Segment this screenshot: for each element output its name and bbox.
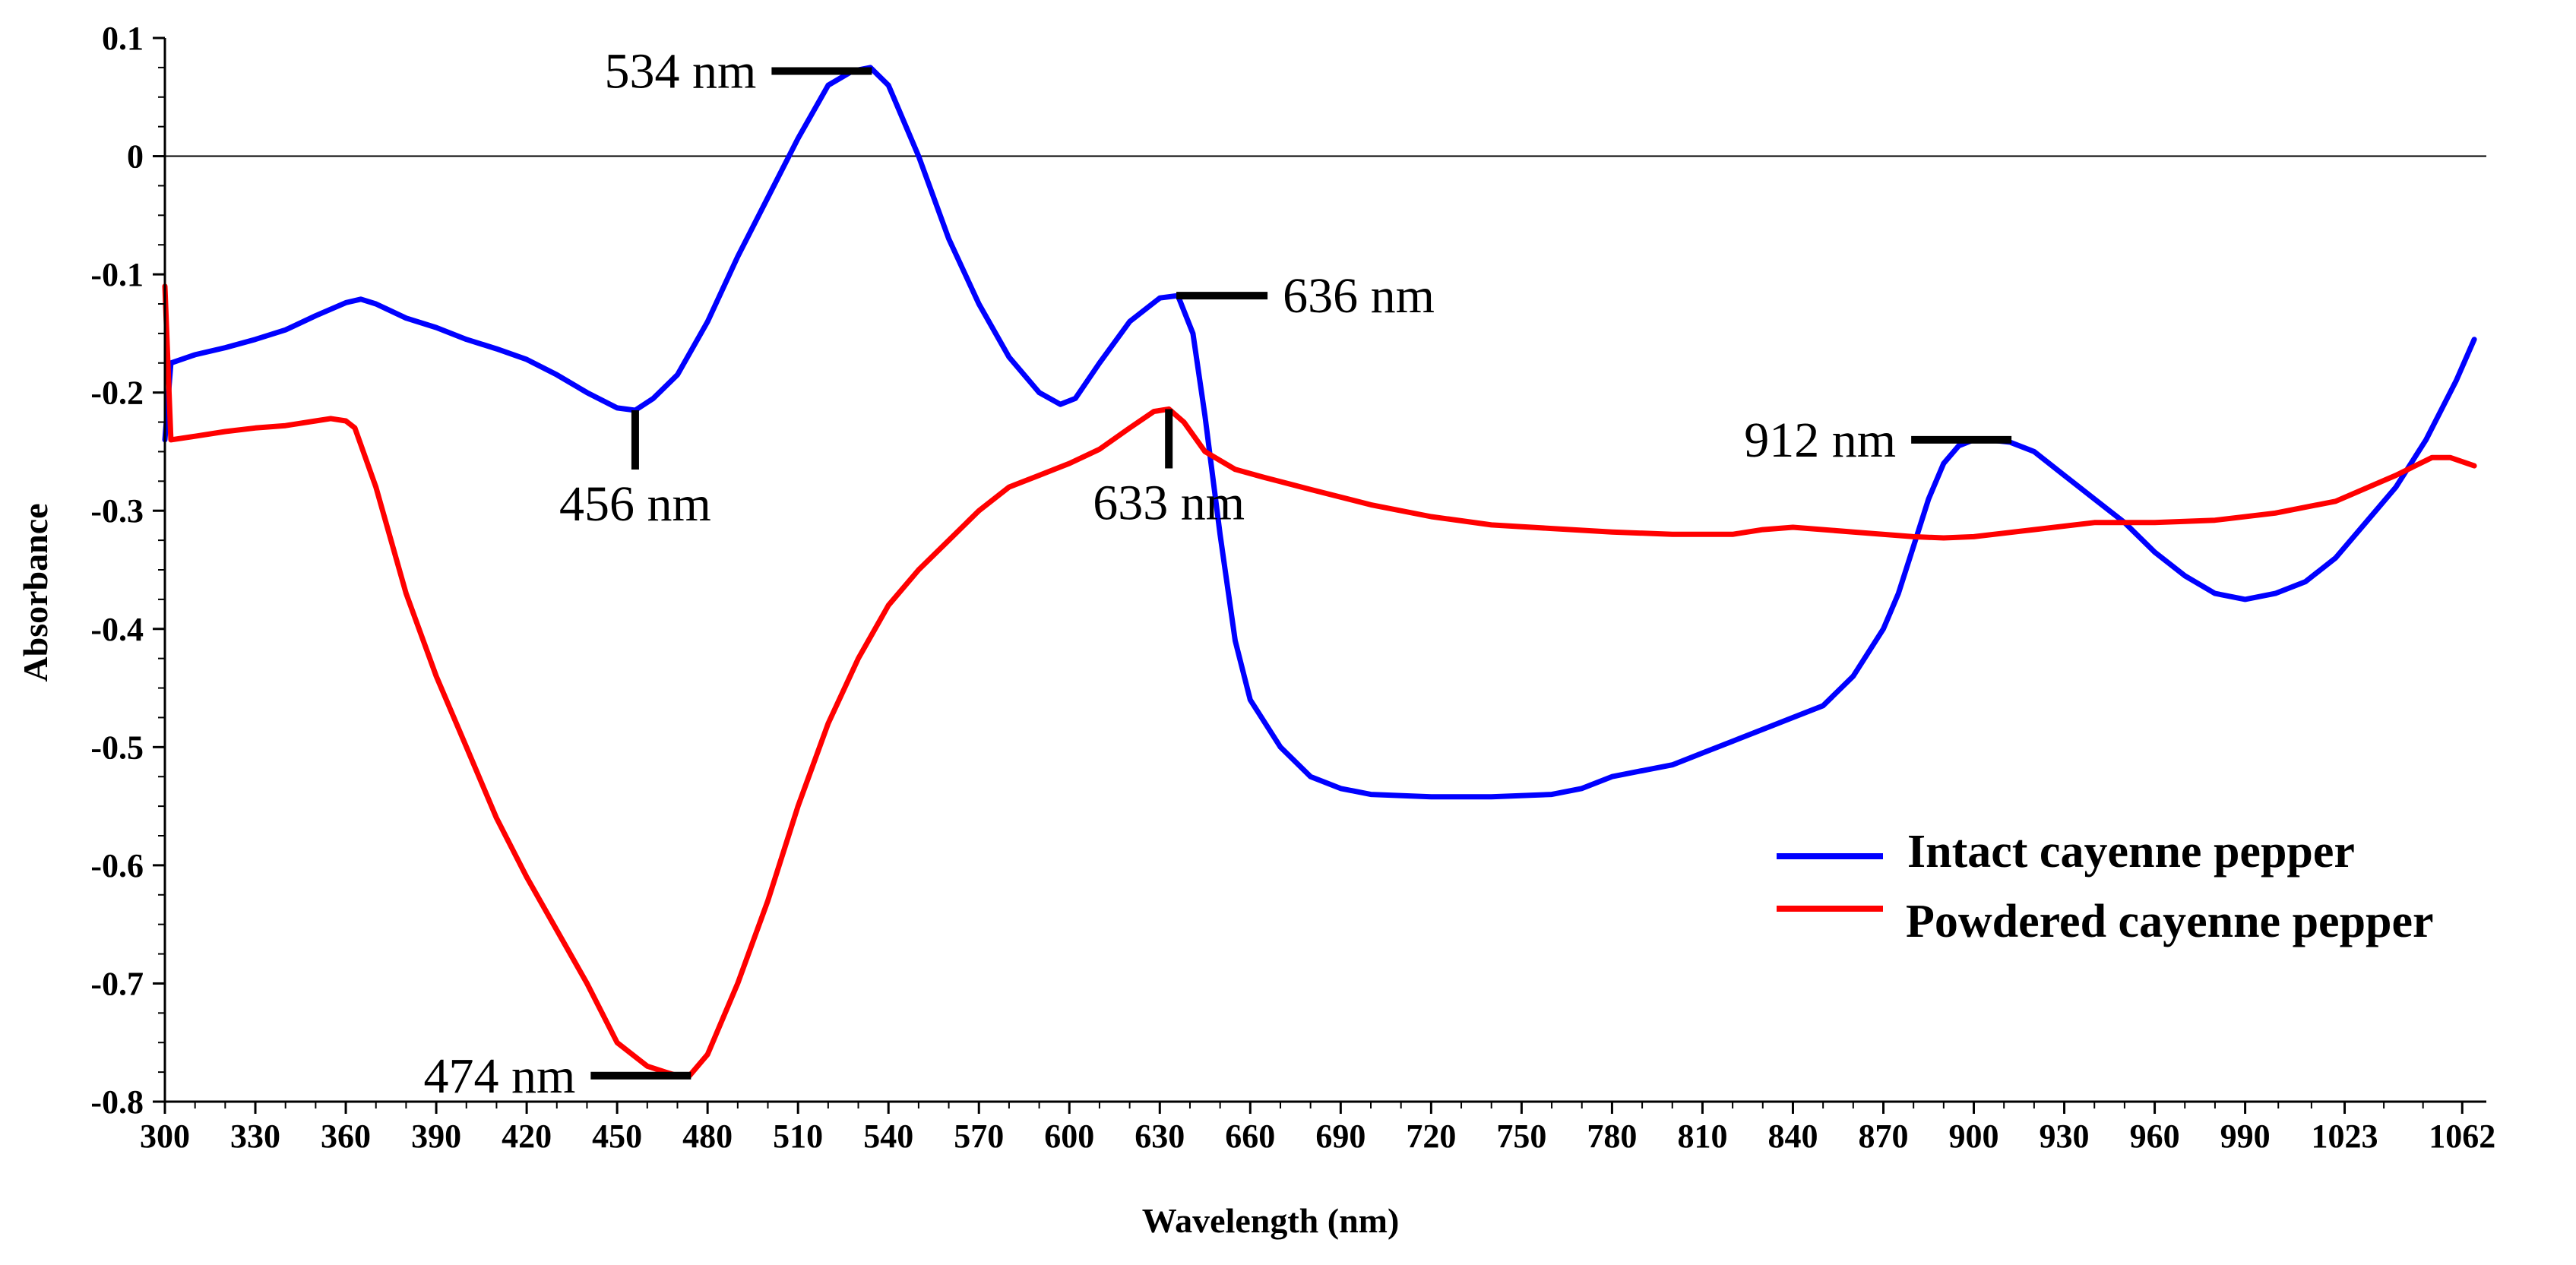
x-axis-title: Wavelength (nm) <box>1142 1201 1400 1240</box>
x-tick-label: 330 <box>230 1118 280 1155</box>
x-tick-label: 930 <box>2040 1118 2090 1155</box>
x-tick-label: 360 <box>321 1118 371 1155</box>
x-tick-label: 1062 <box>2429 1118 2495 1155</box>
x-tick-label: 450 <box>592 1118 642 1155</box>
annotation-label-474-nm: 474 nm <box>424 1048 576 1104</box>
y-tick-label: -0.5 <box>90 729 144 766</box>
x-tick-label: 630 <box>1135 1118 1185 1155</box>
annotation-label-633-nm: 633 nm <box>1093 475 1245 530</box>
annotation-label-912-nm: 912 nm <box>1744 413 1896 468</box>
y-tick-label: -0.2 <box>90 375 144 412</box>
x-tick-label: 780 <box>1587 1118 1637 1155</box>
x-tick-label: 1023 <box>2312 1118 2378 1155</box>
legend-label-intact: Intact cayenne pepper <box>1907 826 2355 878</box>
x-tick-label: 660 <box>1225 1118 1275 1155</box>
x-tick-label: 810 <box>1677 1118 1727 1155</box>
series-line-intact <box>162 65 2477 800</box>
x-tick-label: 390 <box>411 1118 461 1155</box>
y-tick-label: -0.6 <box>90 847 144 884</box>
y-tick-label: -0.7 <box>90 965 144 1002</box>
annotation-label-456-nm: 456 nm <box>559 476 711 532</box>
y-tick-label: -0.8 <box>90 1083 144 1121</box>
y-tick-label: -0.3 <box>90 492 144 530</box>
x-tick-label: 570 <box>954 1118 1004 1155</box>
x-tick-label: 480 <box>682 1118 733 1155</box>
y-tick-label: 0 <box>127 138 144 176</box>
x-tick-label: 720 <box>1406 1118 1456 1155</box>
x-tick-label: 510 <box>773 1118 823 1155</box>
legend: Intact cayenne pepper Powdered cayenne p… <box>1777 826 2434 947</box>
x-tick-label: 960 <box>2130 1118 2180 1155</box>
x-tick-label: 420 <box>502 1118 552 1155</box>
legend-label-powdered: Powdered cayenne pepper <box>1906 896 2434 947</box>
annotation-label-636-nm: 636 nm <box>1283 268 1435 324</box>
x-tick-label: 600 <box>1044 1118 1094 1155</box>
x-tick-label: 300 <box>140 1118 190 1155</box>
x-tick-label: 690 <box>1315 1118 1366 1155</box>
x-tick-label: 540 <box>863 1118 913 1155</box>
y-tick-label: -0.4 <box>90 611 144 648</box>
x-tick-label: 840 <box>1767 1118 1818 1155</box>
y-tick-label: -0.1 <box>90 256 144 293</box>
x-tick-label: 900 <box>1949 1118 1999 1155</box>
y-tick-label: 0.1 <box>102 20 144 57</box>
series-line-powdered <box>162 283 2477 1079</box>
y-axis-title: Absorbance <box>16 503 55 682</box>
annotation-label-534-nm: 534 nm <box>605 44 757 100</box>
x-tick-label: 750 <box>1496 1118 1546 1155</box>
x-tick-label: 870 <box>1858 1118 1908 1155</box>
x-tick-label: 990 <box>2220 1118 2271 1155</box>
